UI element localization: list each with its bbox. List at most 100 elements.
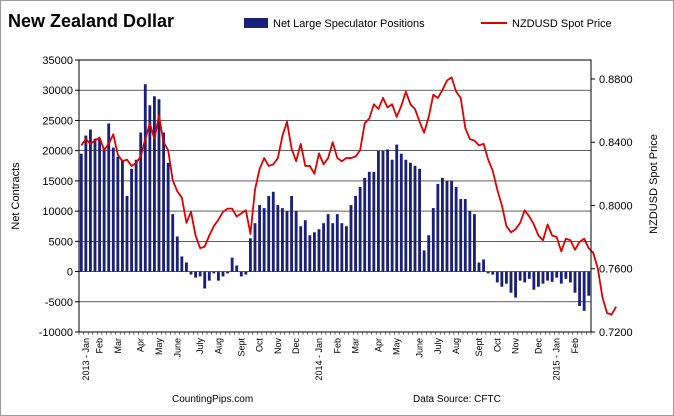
- x-tick-label: Oct: [255, 338, 265, 353]
- bar: [409, 162, 412, 272]
- bar: [185, 262, 188, 272]
- bar: [345, 226, 348, 272]
- bar: [93, 138, 97, 272]
- bar: [399, 153, 403, 272]
- bar: [249, 238, 252, 272]
- bar: [509, 271, 513, 293]
- bar: [116, 156, 120, 272]
- bar: [358, 186, 362, 272]
- bar: [491, 271, 495, 275]
- bar: [294, 211, 298, 272]
- bar: [175, 236, 179, 272]
- bar: [445, 180, 449, 272]
- bar: [84, 135, 88, 272]
- x-tick-label: Apr: [373, 338, 383, 352]
- bar: [582, 271, 586, 311]
- bar: [226, 271, 229, 274]
- bar: [523, 271, 527, 283]
- bar: [212, 271, 216, 274]
- bar: [587, 271, 591, 296]
- bar: [253, 223, 257, 272]
- bar: [422, 250, 426, 272]
- bar: [207, 271, 211, 281]
- bar: [290, 196, 293, 272]
- bar: [482, 259, 485, 272]
- bar: [463, 199, 467, 272]
- bar: [559, 271, 563, 284]
- bar: [340, 223, 344, 272]
- bar: [89, 129, 92, 272]
- bar: [139, 132, 143, 272]
- bar: [349, 205, 353, 272]
- axes: -10000 -5000 0 5000 10000 15000 20000 25000 3000…: [39, 55, 633, 381]
- x-tick-label: Nov: [273, 338, 283, 355]
- left-tick-label: 0: [67, 267, 73, 279]
- bar-series: [79, 84, 591, 311]
- bar: [230, 257, 234, 272]
- bar: [505, 271, 508, 284]
- chart-title: New Zealand Dollar: [8, 11, 174, 31]
- bar: [148, 105, 152, 272]
- bar: [459, 199, 463, 272]
- left-tick-label: 20000: [42, 146, 73, 158]
- bar: [354, 196, 357, 272]
- x-tick-label: 2014 - Jan: [314, 338, 324, 381]
- bar: [258, 205, 261, 272]
- bar: [573, 271, 577, 293]
- x-tick-label: 2013 - Jan: [81, 338, 91, 381]
- bar: [235, 265, 239, 272]
- bar: [107, 123, 111, 272]
- bar: [569, 271, 572, 283]
- bar: [477, 262, 481, 272]
- bar: [166, 162, 170, 272]
- bar: [313, 232, 316, 272]
- bar: [303, 220, 307, 272]
- bar: [98, 138, 101, 272]
- x-tick-label: Feb: [332, 338, 342, 354]
- x-tick-label: Dec: [533, 338, 543, 355]
- bar: [111, 147, 115, 272]
- bar: [518, 271, 522, 281]
- bar: [372, 171, 376, 272]
- bar: [454, 186, 458, 272]
- x-tick-label: July: [433, 338, 443, 355]
- bar: [436, 183, 440, 272]
- left-tick-label: 15000: [42, 176, 73, 188]
- x-tick-label: Apr: [136, 338, 146, 352]
- bar: [162, 132, 165, 272]
- legend-label-bars: Net Large Speculator Positions: [273, 18, 425, 30]
- bar: [541, 271, 545, 284]
- bar: [427, 235, 431, 272]
- bar: [217, 271, 220, 281]
- bar: [395, 144, 399, 272]
- right-tick-label: 0.8000: [599, 200, 633, 212]
- bar: [239, 271, 243, 277]
- left-tick-label: 35000: [42, 55, 73, 67]
- bar: [189, 271, 193, 275]
- bar: [276, 205, 280, 272]
- bar: [262, 208, 266, 272]
- left-axis-label: Net Contracts: [10, 162, 22, 230]
- bar: [143, 84, 147, 272]
- right-tick-label: 0.8800: [599, 74, 633, 86]
- bar: [473, 214, 476, 272]
- bar: [331, 223, 335, 272]
- bar: [102, 147, 106, 272]
- bar: [326, 214, 330, 272]
- bar: [367, 171, 371, 272]
- x-tick-label: Feb: [95, 338, 105, 354]
- right-tick-label: 0.7200: [599, 327, 633, 339]
- bar: [203, 271, 207, 289]
- bar: [500, 271, 504, 287]
- x-tick-label: June: [415, 338, 425, 358]
- bar: [221, 271, 225, 277]
- bar: [157, 99, 161, 272]
- bar: [386, 149, 389, 272]
- bar: [418, 168, 421, 272]
- bar: [390, 159, 394, 272]
- left-tick-label: 5000: [49, 236, 73, 248]
- bar: [271, 191, 275, 272]
- spot-price-line: [80, 76, 617, 316]
- x-tick-label: June: [172, 338, 182, 358]
